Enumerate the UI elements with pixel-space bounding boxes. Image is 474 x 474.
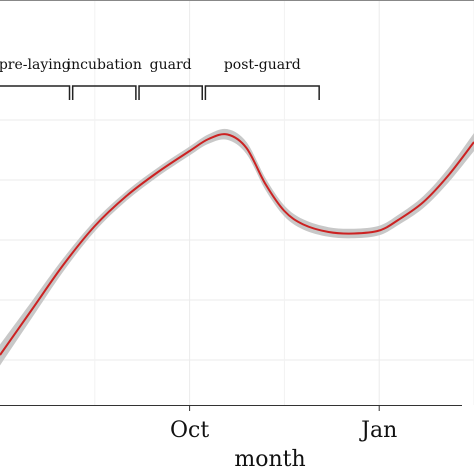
phase-bracket-1 [71, 85, 137, 100]
x-tick-label-0: Oct [170, 418, 209, 443]
x-axis-ticks: Oct Jan [170, 405, 397, 443]
plot-panel [0, 0, 474, 405]
phase-bracket-0 [0, 85, 71, 100]
x-tick-label-1: Jan [359, 418, 397, 443]
phase-label-2: guard [150, 57, 192, 73]
series-line [0, 133, 474, 356]
x-axis-title: month [234, 447, 305, 472]
phase-label-0: pre-laying [0, 57, 71, 73]
phase-bracket-3 [204, 85, 320, 100]
phase-label-1: incubation [67, 57, 142, 73]
phase-bracket-2 [138, 85, 203, 100]
phase-label-3: post-guard [224, 57, 301, 73]
